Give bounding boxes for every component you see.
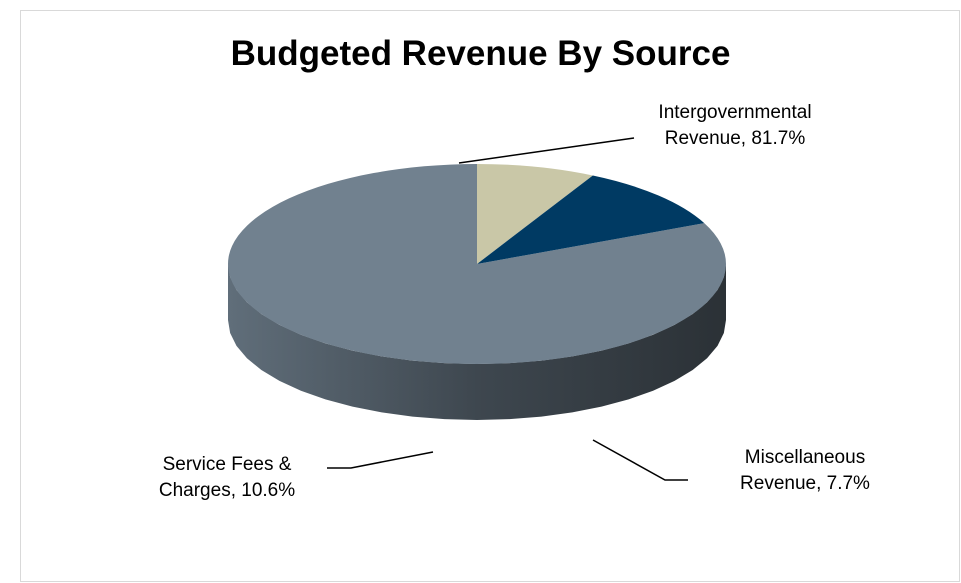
leader-line-miscellaneous-revenue — [592, 439, 688, 481]
leader-lines — [327, 137, 688, 481]
slice-label-intergovernmental-revenue-line-1: Intergovernmental — [658, 102, 811, 123]
pie-slice-miscellaneous-revenue — [477, 164, 593, 264]
pie-sides — [228, 264, 726, 420]
pie-top — [227, 164, 726, 364]
pie-side-intergovernmental-revenue — [228, 264, 726, 420]
leader-line-intergovernmental-revenue — [458, 137, 635, 164]
slice-label-intergovernmental-revenue-line-2: Revenue, 81.7% — [665, 128, 806, 149]
slice-label-miscellaneous-revenue-line-2: Revenue, 7.7% — [740, 473, 870, 494]
slice-label-miscellaneous-revenue-line-1: Miscellaneous — [745, 447, 865, 468]
slice-labels: Intergovernmental Revenue, 81.7% Miscellan… — [159, 102, 870, 501]
slice-label-service-fees-charges-line-1: Service Fees & — [163, 454, 292, 475]
slice-label-service-fees-charges-line-2: Charges, 10.6% — [159, 480, 295, 501]
leader-line-service-fees-charges — [327, 451, 434, 469]
pie-slice-service-fees-charges — [477, 175, 705, 264]
chart-title: Budgeted Revenue By Source — [230, 34, 731, 73]
